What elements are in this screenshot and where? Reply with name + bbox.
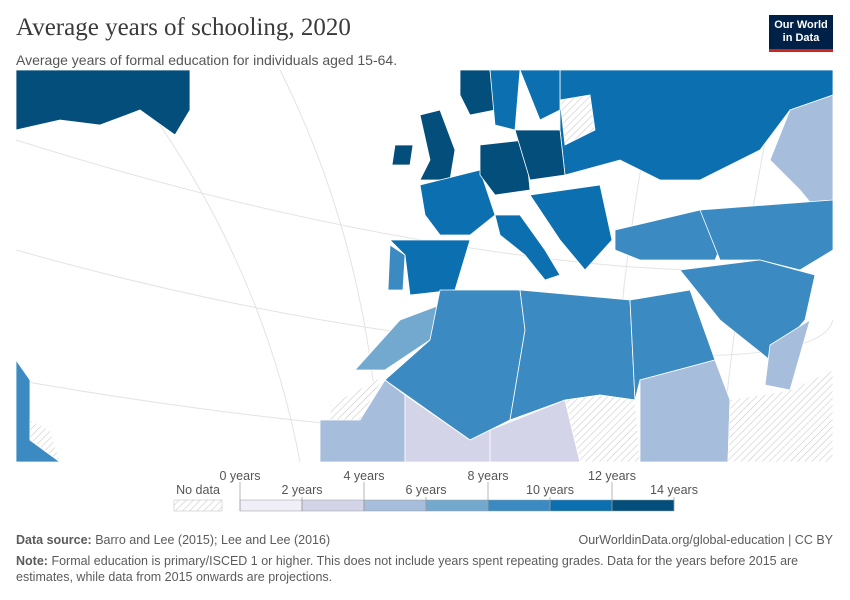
subtitle: Average years of formal education for in…	[16, 52, 398, 68]
legend-tick-label: 8 years	[468, 469, 509, 483]
legend-tick-label: 10 years	[526, 483, 574, 497]
legend-swatch	[487, 499, 551, 512]
logo-line: Our World	[774, 19, 828, 31]
source-label: Data source:	[16, 533, 92, 547]
legend-swatch	[363, 499, 427, 512]
note-label: Note:	[16, 554, 48, 568]
legend-tick-label: 6 years	[406, 483, 447, 497]
url[interactable]: OurWorldinData.org/global-education | CC…	[578, 533, 833, 547]
legend-swatch	[301, 499, 365, 512]
legend-swatch	[425, 499, 489, 512]
source-text: Barro and Lee (2015); Lee and Lee (2016)	[95, 533, 331, 547]
logo-line: in Data	[782, 32, 820, 44]
title: Average years of schooling, 2020	[16, 14, 351, 41]
logo[interactable]: Our World in Data	[769, 15, 833, 52]
legend-swatch	[611, 499, 675, 512]
legend-tick-label: 4 years	[344, 469, 385, 483]
no-data-swatch	[173, 499, 223, 512]
legend-tick-label: 0 years	[220, 469, 261, 483]
legend-swatch	[239, 499, 303, 512]
note-text: Formal education is primary/ISCED 1 or h…	[16, 554, 799, 584]
source: Data source: Barro and Lee (2015); Lee a…	[16, 533, 330, 547]
no-data-label: No data	[176, 483, 220, 497]
legend-tick-label: 14 years	[650, 483, 698, 497]
legend-tick-label: 12 years	[588, 469, 636, 483]
legend-tick-label: 2 years	[282, 483, 323, 497]
map-area	[16, 70, 833, 462]
note: Note: Formal education is primary/ISCED …	[16, 553, 831, 585]
legend-swatch	[549, 499, 613, 512]
